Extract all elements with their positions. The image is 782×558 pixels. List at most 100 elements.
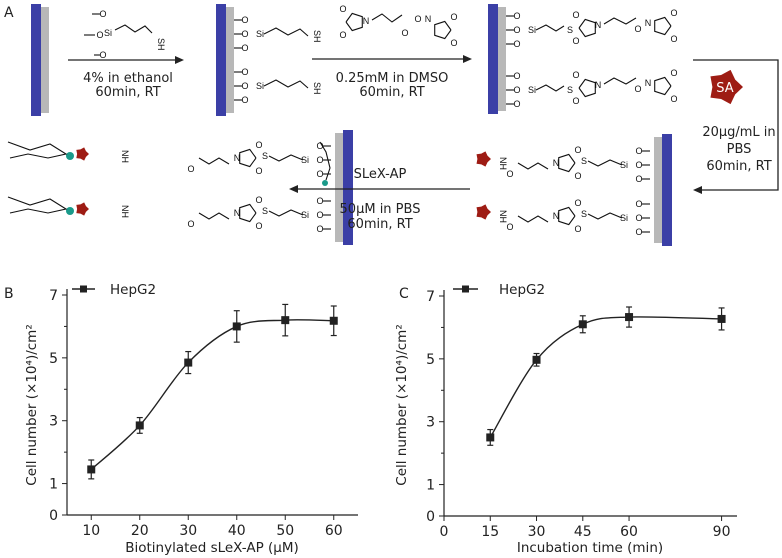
silica-coating bbox=[226, 7, 234, 113]
y-tick-label: 7 bbox=[426, 289, 435, 305]
atom-label: Si bbox=[620, 213, 628, 223]
atom-label: Si bbox=[301, 210, 309, 220]
arrowheads bbox=[175, 55, 702, 194]
amide-label: NH bbox=[498, 210, 508, 223]
atom-label: O bbox=[316, 210, 323, 220]
step1-time: 60min, RT bbox=[95, 85, 160, 100]
atom-label: S bbox=[567, 85, 573, 95]
x-tick-label: 30 bbox=[528, 524, 546, 540]
atom-label: Si bbox=[301, 155, 309, 165]
step3-buffer: PBS bbox=[727, 142, 752, 157]
x-tick-label: 90 bbox=[713, 524, 731, 540]
amide-label: NH bbox=[498, 157, 508, 170]
atom-label: O bbox=[316, 196, 323, 206]
data-point bbox=[532, 355, 541, 364]
x-tick-label: 0 bbox=[440, 524, 449, 540]
atom-label: O bbox=[99, 9, 106, 19]
atom-label: O bbox=[635, 146, 642, 156]
silica-coating bbox=[654, 137, 662, 243]
step3-condition: 20μg/mL in bbox=[702, 125, 775, 140]
step1-condition: 4% in ethanol bbox=[83, 71, 173, 86]
step2-time: 60min, RT bbox=[359, 85, 424, 100]
y-axis-label: Cell number (×10⁴)/cm² bbox=[394, 324, 410, 485]
streptavidin-icon bbox=[476, 204, 491, 220]
x-tick-label: 10 bbox=[82, 523, 100, 539]
atom-label: Si bbox=[256, 81, 264, 91]
atom-label: N bbox=[595, 20, 602, 30]
atom-label: O bbox=[513, 99, 520, 109]
propyl-chain bbox=[535, 24, 565, 32]
atom-label: O bbox=[255, 166, 262, 176]
data-point bbox=[329, 316, 338, 325]
step3-time: 60min, RT bbox=[706, 159, 771, 174]
atom-label: O bbox=[670, 68, 677, 78]
atom-label: O bbox=[513, 85, 520, 95]
imide-ring bbox=[239, 148, 257, 168]
atom-label: N bbox=[595, 80, 602, 90]
arrowhead-icon bbox=[289, 185, 298, 193]
imide-ring bbox=[654, 16, 672, 36]
data-point bbox=[184, 358, 193, 367]
y-tick-label: 3 bbox=[49, 414, 58, 430]
bond bbox=[198, 157, 230, 165]
legend-marker bbox=[462, 285, 469, 293]
atom-label: O bbox=[316, 155, 323, 165]
atom-label: N bbox=[645, 18, 652, 28]
thiol-label: SH bbox=[312, 82, 322, 95]
atom-label: N bbox=[363, 16, 370, 26]
atom-label: S bbox=[581, 209, 587, 219]
y-tick-label: 0 bbox=[49, 508, 58, 524]
atom-label: S bbox=[567, 25, 573, 35]
atom-label: Si bbox=[256, 29, 264, 39]
aptamer-icon bbox=[7, 141, 68, 159]
atom-label: S bbox=[262, 151, 268, 161]
atom-label: O bbox=[450, 12, 457, 22]
data-point bbox=[625, 313, 634, 322]
atom-label: O bbox=[316, 141, 323, 151]
atom-label: O bbox=[513, 39, 520, 49]
streptavidin-icon bbox=[76, 202, 89, 216]
propyl-chain bbox=[263, 79, 309, 89]
chart-c: C Cell number (×10⁴)/cm² Incubation time… bbox=[394, 282, 737, 556]
y-tick-label: 7 bbox=[49, 288, 58, 304]
x-tick-label: 50 bbox=[276, 523, 294, 539]
thiol-label: SH bbox=[156, 38, 166, 51]
bond bbox=[517, 215, 549, 223]
y-tick-label: 0 bbox=[426, 509, 435, 525]
imide-ring bbox=[434, 20, 452, 40]
atom-label: S bbox=[581, 156, 587, 166]
atom-label: O bbox=[572, 70, 579, 80]
atom-label: Si bbox=[528, 85, 536, 95]
atom-label: Si bbox=[104, 28, 112, 38]
atom-label: O bbox=[339, 4, 346, 14]
bond bbox=[371, 13, 403, 23]
atom-label: O bbox=[241, 29, 248, 39]
atom-label: N bbox=[553, 211, 560, 221]
legend-marker bbox=[80, 285, 87, 293]
step2-condition: 0.25mM in DMSO bbox=[336, 71, 449, 86]
y-tick-label: 3 bbox=[426, 415, 435, 431]
glass-substrate bbox=[488, 4, 498, 114]
imide-ring bbox=[558, 206, 576, 226]
atom-label: S bbox=[262, 206, 268, 216]
glass-substrate bbox=[216, 4, 226, 116]
step4-time: 60min, RT bbox=[347, 217, 412, 232]
atom-label: O bbox=[255, 221, 262, 231]
amide-label: NH bbox=[120, 150, 130, 163]
x-tick-label: 15 bbox=[481, 524, 499, 540]
atom-label: O bbox=[316, 224, 323, 234]
atom-label: O bbox=[450, 38, 457, 48]
atom-label: O bbox=[401, 28, 408, 38]
atom-label: O bbox=[513, 11, 520, 21]
silica-coating bbox=[498, 7, 506, 111]
atom-label: O bbox=[635, 227, 642, 237]
atom-label: O bbox=[241, 67, 248, 77]
aptamer-icon bbox=[7, 196, 68, 214]
bond bbox=[603, 17, 637, 25]
atom-label: O bbox=[670, 94, 677, 104]
panel-label-a: A bbox=[4, 5, 14, 21]
atom-label: N bbox=[553, 158, 560, 168]
y-tick-label: 1 bbox=[426, 478, 435, 494]
